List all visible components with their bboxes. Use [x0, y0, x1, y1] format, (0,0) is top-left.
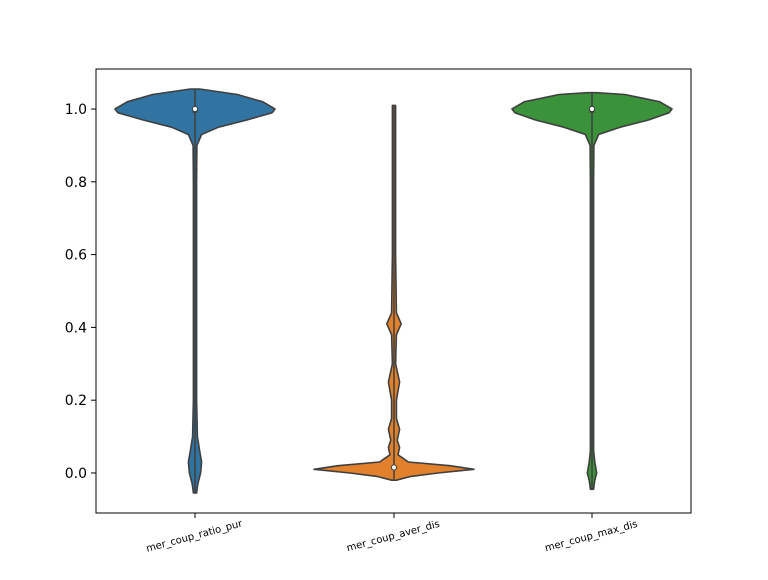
- x-tick-label: mer_coup_ratio_pur: [145, 518, 244, 555]
- x-axis: mer_coup_ratio_pur mer_coup_aver_dis mer_c…: [145, 513, 639, 555]
- y-tick-label: 0.6: [65, 248, 87, 264]
- y-tick-label: 0.4: [65, 320, 87, 336]
- violins-layer: [114, 88, 673, 494]
- x-tick-label: mer_coup_aver_dis: [346, 519, 442, 554]
- y-tick-label: 1.0: [65, 102, 87, 118]
- y-axis: 0.0 0.2 0.4 0.6 0.8 1.0: [65, 102, 96, 482]
- violin-median-marker: [191, 105, 199, 113]
- y-tick-label: 0.8: [65, 175, 87, 191]
- x-tick-label: mer_coup_max_dis: [544, 519, 639, 554]
- y-tick-label: 0.2: [65, 393, 87, 409]
- y-tick-label: 0.0: [65, 466, 87, 482]
- violin-median-marker: [390, 464, 398, 471]
- violin-median-marker: [588, 105, 596, 113]
